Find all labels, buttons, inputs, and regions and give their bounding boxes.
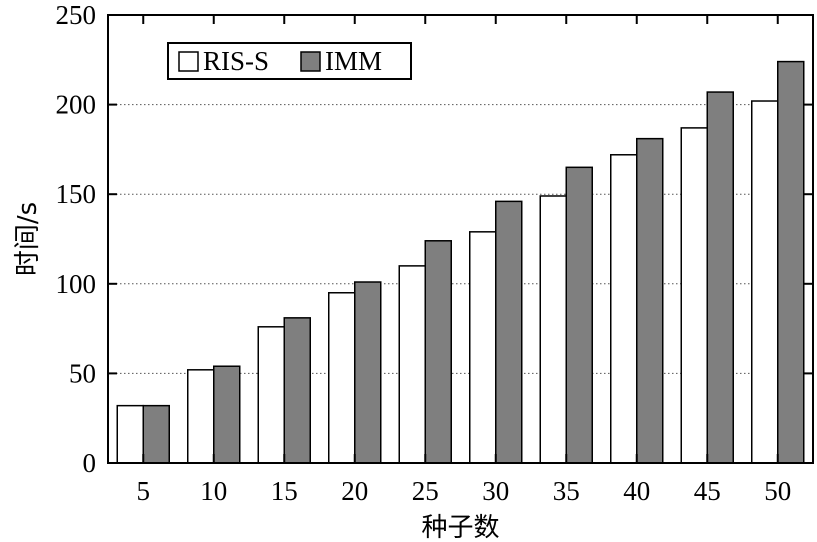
x-axis-title: 种子数	[421, 513, 499, 542]
bars	[116, 60, 805, 464]
y-tick-label: 50	[69, 358, 96, 388]
bar-ris-s	[257, 326, 285, 464]
x-tick-label: 20	[341, 476, 368, 506]
bar-ris-s	[469, 231, 497, 464]
bar-ris-s	[539, 195, 567, 464]
legend-label-imm: IMM	[325, 46, 382, 76]
y-tick-label: 100	[56, 269, 97, 299]
x-tick-label: 30	[482, 476, 509, 506]
legend: RIS-S IMM	[167, 42, 412, 80]
bar-ris-s	[328, 292, 356, 464]
bar-imm	[777, 60, 805, 464]
bar-imm	[706, 91, 734, 464]
bar-imm	[565, 166, 593, 464]
bar-imm	[283, 317, 311, 464]
bar-ris-s	[187, 369, 215, 464]
x-tick-label: 10	[200, 476, 227, 506]
legend-swatch-imm	[300, 51, 321, 72]
x-tick-label: 45	[694, 476, 721, 506]
legend-label-ris-s: RIS-S	[203, 46, 269, 76]
bar-ris-s	[751, 100, 779, 464]
ticks: 0 50 100 150 200 250 5 10 15 20 25 30 35 40 45 50	[56, 0, 813, 506]
bar-imm	[636, 137, 664, 464]
x-tick-label: 25	[412, 476, 439, 506]
x-tick-label: 50	[764, 476, 791, 506]
plot-frame	[107, 14, 814, 464]
legend-box	[167, 42, 412, 80]
y-tick-label: 250	[56, 0, 97, 30]
bar-imm	[495, 200, 523, 464]
y-tick-label: 200	[56, 90, 97, 120]
x-tick-label: 40	[623, 476, 650, 506]
bar-imm	[354, 281, 382, 464]
bar-ris-s	[680, 127, 708, 464]
x-tick-label: 15	[271, 476, 298, 506]
y-axis-title: 时间/s	[13, 202, 43, 276]
legend-swatch-ris-s	[178, 51, 199, 72]
bar-imm	[213, 365, 241, 464]
x-tick-label: 5	[137, 476, 151, 506]
y-tick-label: 150	[56, 179, 97, 209]
y-tick-label: 0	[83, 448, 97, 478]
bar-ris-s	[116, 404, 144, 464]
bar-ris-s	[398, 265, 426, 464]
bar-ris-s	[610, 154, 638, 464]
bar-imm	[424, 240, 452, 464]
x-tick-label: 35	[553, 476, 580, 506]
bar-imm	[142, 404, 170, 464]
